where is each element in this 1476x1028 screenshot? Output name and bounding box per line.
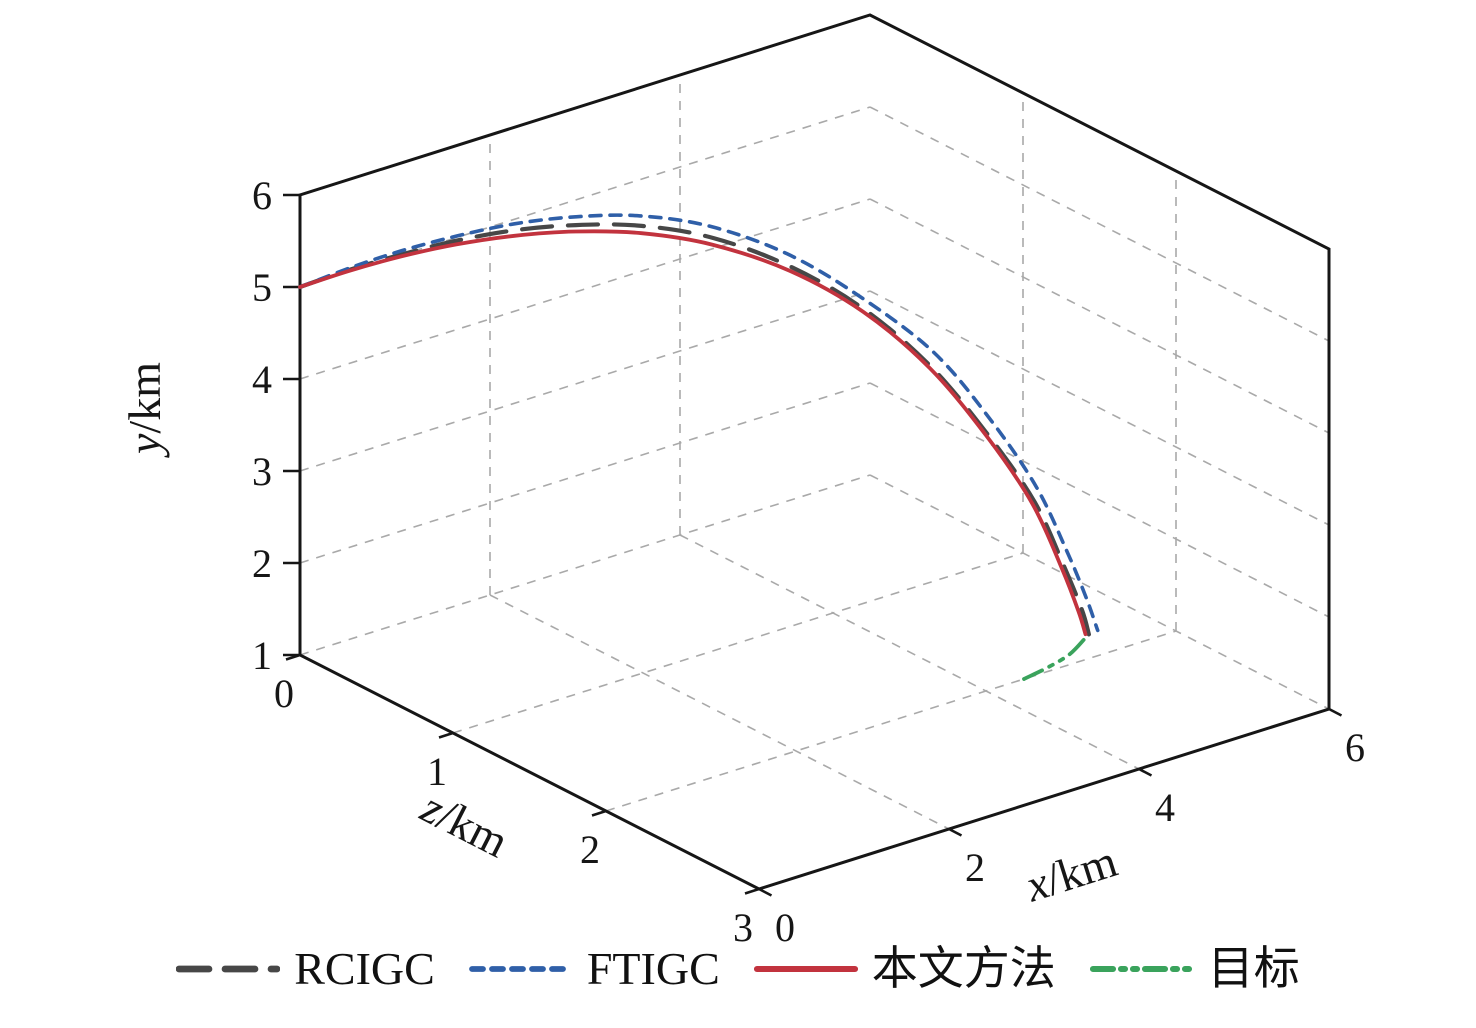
grid-line bbox=[605, 630, 1177, 812]
series-path-1 bbox=[297, 222, 1091, 637]
x-tick-label: 6 bbox=[1345, 725, 1365, 770]
legend-item-3: 本文方法 bbox=[753, 943, 1056, 994]
grid-line bbox=[299, 290, 871, 472]
tick-mark bbox=[1328, 707, 1343, 717]
z-tick-label: 1 bbox=[427, 749, 447, 794]
legend: RCIGC FTIGC 本文方法 目标 bbox=[0, 946, 1476, 992]
legend-label: 本文方法 bbox=[871, 943, 1056, 994]
grid-lines bbox=[299, 75, 1330, 830]
legend-sample-line bbox=[753, 965, 858, 973]
legend-sample-line bbox=[1089, 965, 1194, 973]
x-tick-label: 2 bbox=[965, 845, 985, 890]
grid-line bbox=[489, 594, 950, 830]
legend-item-4: 目标 bbox=[1089, 943, 1300, 994]
legend-item-1: RCIGC bbox=[176, 946, 435, 992]
y-tick-label: 2 bbox=[252, 541, 272, 586]
grid-line bbox=[869, 198, 1330, 434]
tick-mark bbox=[285, 653, 301, 661]
grid-line bbox=[869, 474, 1330, 710]
tick-mark bbox=[591, 809, 607, 817]
legend-sample-line bbox=[176, 965, 281, 973]
tick-mark bbox=[948, 827, 963, 837]
grid-line bbox=[299, 382, 871, 564]
x-tick-label: 4 bbox=[1155, 785, 1175, 830]
grid-line bbox=[869, 106, 1330, 342]
z-tick-label: 3 bbox=[733, 905, 753, 950]
series-path-3 bbox=[298, 229, 1088, 637]
tick-mark bbox=[758, 887, 773, 897]
y-tick-label: 1 bbox=[252, 633, 272, 678]
y-tick-label: 3 bbox=[252, 449, 272, 494]
series-curves bbox=[297, 213, 1100, 681]
y-axis-title: y/km bbox=[119, 362, 170, 458]
tick-mark bbox=[744, 887, 760, 895]
x-tick-label: 0 bbox=[775, 905, 795, 950]
y-tick-label: 5 bbox=[252, 265, 272, 310]
axis-ticks bbox=[283, 193, 1343, 897]
y-tick-label: 4 bbox=[252, 357, 272, 402]
tick-mark bbox=[1138, 767, 1153, 777]
legend-item-2: FTIGC bbox=[468, 943, 720, 994]
x-axis-title: x/km bbox=[1019, 835, 1123, 912]
series-path-4 bbox=[1022, 636, 1088, 681]
tick-mark bbox=[438, 731, 454, 739]
grid-line bbox=[679, 534, 1140, 770]
series-path-2 bbox=[298, 213, 1100, 633]
grid-line bbox=[299, 474, 871, 656]
legend-label: FTIGC bbox=[586, 943, 720, 994]
grid-line bbox=[869, 290, 1330, 526]
axis-box bbox=[298, 13, 1331, 891]
z-tick-label: 0 bbox=[274, 671, 294, 716]
z-tick-label: 2 bbox=[580, 827, 600, 872]
grid-line bbox=[452, 552, 1024, 734]
grid-line bbox=[869, 382, 1330, 618]
axis-box-outline bbox=[298, 13, 1331, 891]
legend-sample-line bbox=[468, 966, 573, 972]
grid-line bbox=[299, 106, 871, 288]
grid-line bbox=[299, 198, 871, 380]
legend-label: RCIGC bbox=[294, 943, 435, 994]
legend-label: 目标 bbox=[1207, 943, 1300, 994]
y-tick-label: 6 bbox=[252, 173, 272, 218]
